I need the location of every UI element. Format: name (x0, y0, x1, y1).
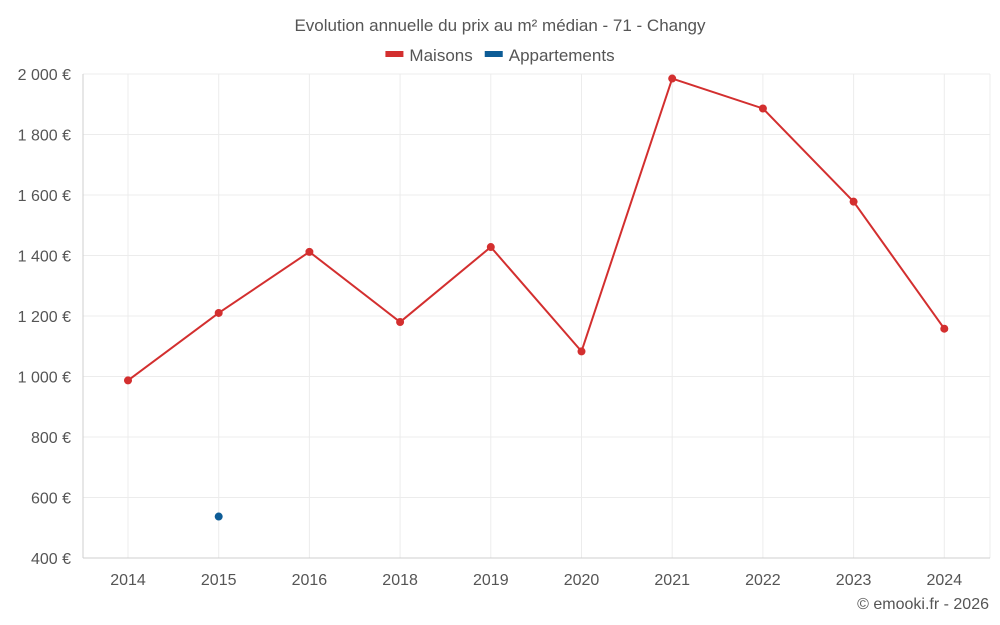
legend-item-appartements[interactable]: Appartements (484, 46, 615, 65)
x-tick-label: 2020 (564, 572, 600, 589)
y-tick-label: 2 000 € (18, 67, 71, 84)
legend-label: Maisons (409, 46, 472, 65)
y-tick-label: 800 € (31, 430, 71, 447)
data-point[interactable] (214, 512, 223, 521)
grid (83, 73, 991, 558)
data-point[interactable] (849, 197, 858, 206)
x-tick-label: 2016 (292, 572, 328, 589)
legend-swatch (385, 51, 404, 57)
legend-item-maisons[interactable]: Maisons (385, 46, 473, 65)
x-tick-label: 2024 (927, 572, 963, 589)
series-maisons (124, 74, 949, 385)
data-point[interactable] (486, 243, 495, 252)
data-point[interactable] (668, 74, 677, 83)
y-tick-label: 1 400 € (18, 249, 71, 266)
x-tick-label: 2018 (382, 572, 418, 589)
axes: 400 € 600 € 800 € 1 000 € 1 200 € 1 400 € 1 60… (18, 67, 990, 589)
y-tick-label: 400 € (31, 551, 71, 568)
y-tick-label: 1 000 € (18, 370, 71, 387)
x-tick-label: 2014 (110, 572, 146, 589)
y-tick-label: 600 € (31, 491, 71, 508)
x-tick-label: 2023 (836, 572, 872, 589)
x-tick-label: 2022 (745, 572, 781, 589)
data-point[interactable] (305, 247, 314, 256)
x-tick-label: 2015 (201, 572, 237, 589)
x-tick-label: 2021 (654, 572, 690, 589)
data-point[interactable] (577, 347, 586, 356)
series-appartements (214, 512, 223, 521)
data-point[interactable] (396, 318, 405, 327)
series-layer (124, 74, 949, 521)
x-tick-label: 2019 (473, 572, 509, 589)
data-point[interactable] (214, 308, 223, 317)
series-line (127, 77, 946, 382)
credit-text: © emooki.fr - 2026 (857, 596, 989, 613)
data-point[interactable] (124, 376, 132, 385)
y-tick-label: 1 800 € (18, 128, 71, 145)
data-point[interactable] (940, 324, 949, 333)
data-point[interactable] (758, 104, 767, 113)
legend: Maisons Appartements (385, 46, 615, 65)
y-tick-label: 1 600 € (18, 188, 71, 205)
legend-label: Appartements (509, 46, 615, 65)
y-tick-label: 1 200 € (18, 309, 71, 326)
legend-swatch (484, 51, 503, 57)
chart-title: Evolution annuelle du prix au m² médian … (294, 16, 706, 35)
